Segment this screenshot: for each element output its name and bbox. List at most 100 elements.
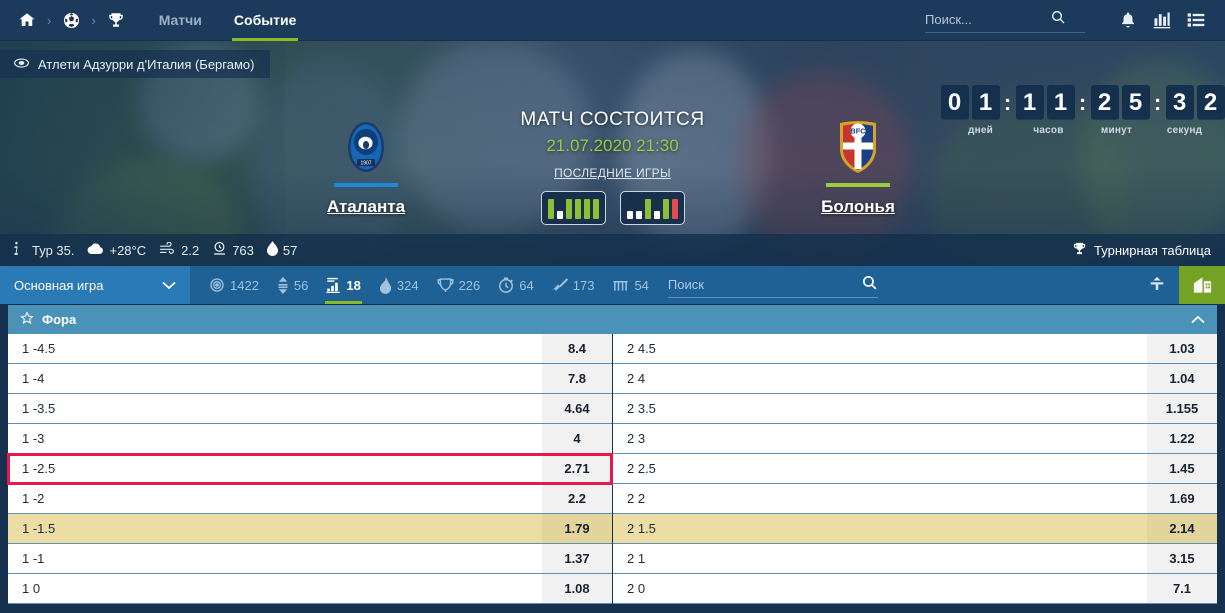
odds-row-value[interactable]: 2.2: [542, 484, 612, 513]
odds-row-value[interactable]: 4: [542, 424, 612, 453]
stats-icon[interactable]: [1145, 3, 1179, 37]
trophy-icon: [1072, 241, 1087, 259]
chevron-up-icon[interactable]: [1191, 312, 1205, 327]
odds-row[interactable]: 1 -3.5 4.64: [8, 394, 612, 424]
odds-row-value[interactable]: 1.155: [1147, 394, 1217, 423]
away-form-box[interactable]: [619, 191, 685, 225]
odds-row-value[interactable]: 1.22: [1147, 424, 1217, 453]
market-filter-timer[interactable]: 64: [489, 266, 542, 304]
odds-row[interactable]: 1 0 1.08: [8, 574, 612, 604]
form-bar-draw: [653, 211, 660, 219]
odds-row-value[interactable]: 1.04: [1147, 364, 1217, 393]
odds-row-value[interactable]: 8.4: [542, 334, 612, 363]
market-filter-goal[interactable]: 54: [603, 266, 657, 304]
last-games-link[interactable]: ПОСЛЕДНИЕ ИГРЫ: [554, 166, 671, 180]
market-filter-count: 1422: [230, 277, 259, 293]
odds-row-value[interactable]: 1.69: [1147, 484, 1217, 513]
odds-row[interactable]: 1 -4.5 8.4: [8, 334, 612, 364]
temperature-info: +28°C: [87, 243, 146, 258]
odds-row[interactable]: 2 4.5 1.03: [613, 334, 1217, 364]
odds-row-label: 1 -3: [22, 431, 45, 446]
odds-row[interactable]: 2 0 7.1: [613, 574, 1217, 604]
market-filter-barchart[interactable]: 18: [317, 266, 369, 304]
market-title: Фора: [42, 312, 77, 327]
odds-row[interactable]: 1 -4 7.8: [8, 364, 612, 394]
away-team-logo-icon: BFC: [748, 119, 968, 175]
market-filter-count: 226: [458, 277, 481, 293]
odds-row[interactable]: 2 2.5 1.45: [613, 454, 1217, 484]
odds-row-label: 1 -4: [22, 371, 45, 386]
football-icon[interactable]: [58, 7, 84, 33]
tournament-table-link[interactable]: Турнирная таблица: [1072, 241, 1211, 259]
global-search[interactable]: [925, 7, 1085, 33]
breadcrumb: › ›: [0, 0, 129, 40]
nav-tab-event[interactable]: Событие: [218, 0, 313, 41]
game-mode-select[interactable]: Основная игра: [0, 266, 190, 304]
away-team-name[interactable]: Болонья: [821, 197, 895, 216]
search-icon[interactable]: [1050, 9, 1066, 30]
star-icon[interactable]: [20, 311, 34, 328]
market-search-input[interactable]: [667, 277, 838, 292]
collapse-icon[interactable]: [1135, 266, 1179, 304]
odds-row-value[interactable]: 3.15: [1147, 544, 1217, 573]
odds-row-label: 2 1.5: [627, 521, 656, 536]
pressure-icon: [212, 241, 227, 259]
odds-row-label: 2 3: [627, 431, 646, 446]
form-bar-win: [574, 199, 581, 219]
odds-row-value[interactable]: 1.45: [1147, 454, 1217, 483]
market-filter-fire[interactable]: 324: [370, 266, 428, 304]
countdown-digit: 1: [1015, 85, 1044, 120]
odds-row-value[interactable]: 4.64: [542, 394, 612, 423]
search-icon[interactable]: [861, 274, 878, 296]
odds-row[interactable]: 2 3 1.22: [613, 424, 1217, 454]
odds-row-value[interactable]: 1.37: [542, 544, 612, 573]
info-icon-item[interactable]: [14, 241, 19, 259]
odds-row[interactable]: 1 -3 4: [8, 424, 612, 454]
nav-tab-matches-label: Матчи: [158, 12, 202, 28]
odds-row-value[interactable]: 1.79: [542, 514, 612, 543]
odds-row[interactable]: 1 -1 1.37: [8, 544, 612, 574]
market-filter-count: 324: [396, 277, 419, 293]
odds-row-label: 2 0: [627, 581, 646, 596]
odds-row[interactable]: 2 1.5 2.14: [613, 514, 1217, 544]
market-filter-tabs: 1422 56 18 324 226 64 173 54: [200, 266, 658, 304]
odds-row-value[interactable]: 2.14: [1147, 514, 1217, 543]
match-datetime: 21.07.2020 21:30: [546, 136, 679, 155]
nav-tab-matches[interactable]: Матчи: [143, 0, 218, 41]
odds-row-label: 2 1: [627, 551, 646, 566]
market-search[interactable]: [667, 272, 878, 298]
odds-row[interactable]: 2 4 1.04: [613, 364, 1217, 394]
odds-row[interactable]: 2 1 3.15: [613, 544, 1217, 574]
temperature-value: +28°C: [109, 242, 147, 258]
odds-row-value[interactable]: 7.1: [1147, 574, 1217, 603]
odds-row[interactable]: 2 3.5 1.155: [613, 394, 1217, 424]
list-icon[interactable]: [1179, 3, 1213, 37]
market-header[interactable]: Фора: [8, 305, 1217, 334]
odds-row[interactable]: 1 -2.5 2.71: [7, 453, 613, 485]
wind-value: 2.2: [181, 242, 200, 258]
odds-row-value[interactable]: 7.8: [542, 364, 612, 393]
market-filter-updown[interactable]: 56: [268, 266, 317, 304]
odds-row[interactable]: 2 2 1.69: [613, 484, 1217, 514]
odds-row-label: 1 -4.5: [22, 341, 56, 356]
trophy-icon[interactable]: [103, 7, 129, 33]
odds-row-value[interactable]: 2.71: [542, 454, 612, 483]
svg-text:1907: 1907: [360, 161, 371, 167]
global-search-input[interactable]: [925, 12, 1050, 27]
nav-right-group: [925, 0, 1225, 40]
odds-row-value[interactable]: 1.08: [542, 574, 612, 603]
odds-row-value[interactable]: 1.03: [1147, 334, 1217, 363]
odds-row-label: 1 -2: [22, 491, 45, 506]
chart-tool-icon[interactable]: [1179, 266, 1225, 304]
market-filter-shield[interactable]: 226: [428, 266, 490, 304]
market-filter-target[interactable]: 1422: [200, 266, 268, 304]
home-team-name[interactable]: Аталанта: [326, 197, 406, 216]
bell-icon[interactable]: [1111, 3, 1145, 37]
home-icon[interactable]: [14, 7, 40, 33]
home-form-box[interactable]: [540, 191, 606, 225]
odds-row[interactable]: 1 -2 2.2: [8, 484, 612, 514]
odds-row[interactable]: 1 -1.5 1.79: [8, 514, 612, 544]
market-filter-whistle[interactable]: 173: [543, 266, 604, 304]
